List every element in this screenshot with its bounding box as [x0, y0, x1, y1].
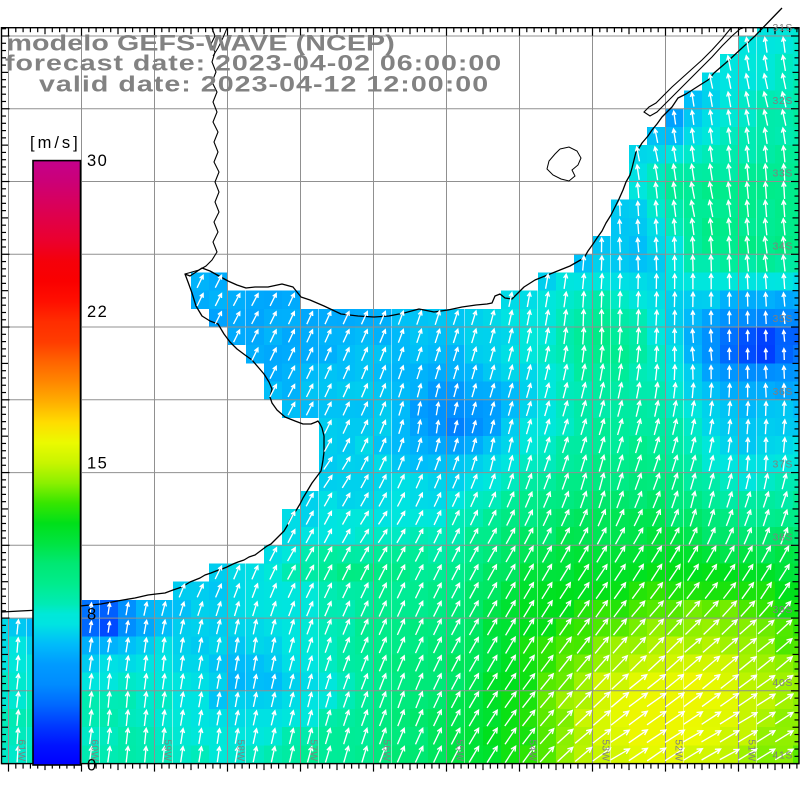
svg-text:37S: 37S [773, 459, 793, 471]
svg-text:30: 30 [87, 152, 108, 170]
svg-text:40S: 40S [773, 677, 793, 689]
svg-text:8: 8 [87, 605, 98, 623]
svg-text:51W: 51W [746, 739, 757, 761]
svg-text:55W: 55W [454, 739, 465, 761]
svg-text:0: 0 [87, 757, 98, 775]
svg-text:[m/s]: [m/s] [30, 134, 81, 152]
svg-text:36S: 36S [773, 386, 793, 398]
svg-text:15: 15 [87, 454, 108, 472]
svg-text:60W: 60W [89, 739, 100, 761]
svg-text:52W: 52W [673, 739, 684, 761]
svg-text:56W: 56W [381, 739, 392, 761]
svg-text:31S: 31S [773, 22, 793, 34]
svg-text:39S: 39S [773, 604, 793, 616]
svg-text:35S: 35S [773, 313, 793, 325]
svg-text:33S: 33S [773, 168, 793, 180]
svg-text:54W: 54W [527, 739, 538, 761]
svg-text:32S: 32S [773, 95, 793, 107]
svg-text:forecast date: 2023-04-02 06:0: forecast date: 2023-04-02 06:00:00 [5, 51, 502, 75]
svg-text:valid date: 2023-04-12 12:00:0: valid date: 2023-04-12 12:00:00 [39, 73, 489, 97]
svg-text:38S: 38S [773, 531, 793, 543]
svg-text:59W: 59W [162, 739, 173, 761]
svg-text:modelo GEFS-WAVE (NCEP): modelo GEFS-WAVE (NCEP) [7, 32, 395, 56]
svg-text:41S: 41S [773, 750, 793, 762]
svg-text:53W: 53W [600, 739, 611, 761]
svg-text:58W: 58W [235, 739, 246, 761]
svg-text:34S: 34S [773, 240, 793, 252]
svg-text:22: 22 [87, 303, 108, 321]
svg-text:61W: 61W [16, 739, 27, 761]
svg-text:57W: 57W [308, 739, 319, 761]
